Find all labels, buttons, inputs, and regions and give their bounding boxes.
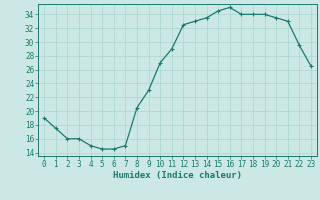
X-axis label: Humidex (Indice chaleur): Humidex (Indice chaleur) [113,171,242,180]
